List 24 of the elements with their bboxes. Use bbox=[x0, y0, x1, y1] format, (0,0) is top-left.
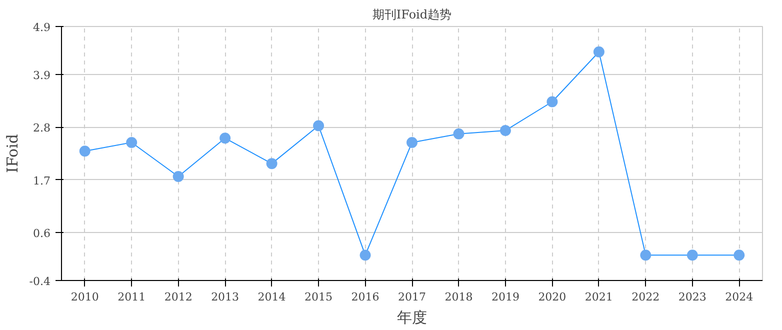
x-tick-label: 2011 bbox=[118, 290, 146, 304]
x-tick-label: 2016 bbox=[351, 290, 380, 304]
x-tick-label: 2023 bbox=[678, 290, 706, 304]
x-tick-label: 2012 bbox=[164, 290, 192, 304]
x-tick-label: 2018 bbox=[444, 290, 473, 304]
x-tick-label: 2017 bbox=[398, 290, 426, 304]
x-tick-label: 2020 bbox=[538, 290, 566, 304]
x-axis-title: 年度 bbox=[397, 308, 427, 326]
x-tick-label: 2019 bbox=[491, 290, 520, 304]
y-axis-title: IFoid bbox=[3, 134, 22, 173]
y-tick-label: 1.7 bbox=[33, 174, 51, 188]
y-tick-label: 0.6 bbox=[33, 227, 51, 240]
y-tick-label: 3.9 bbox=[33, 68, 51, 82]
x-tick-label: 2010 bbox=[70, 290, 99, 304]
y-tick-label: 2.8 bbox=[33, 122, 51, 135]
x-tick-label: 2021 bbox=[584, 290, 613, 304]
y-tick-label: -0.4 bbox=[29, 275, 51, 288]
x-tick-label: 2024 bbox=[725, 290, 754, 304]
x-tick-label: 2014 bbox=[258, 290, 286, 304]
chart-title: 期刊IFoid趋势 bbox=[372, 8, 452, 22]
x-tick-label: 2015 bbox=[304, 290, 333, 304]
x-tick-label: 2013 bbox=[211, 290, 240, 304]
x-tick-label: 2022 bbox=[632, 290, 660, 304]
y-tick-label: 4.9 bbox=[33, 21, 51, 34]
